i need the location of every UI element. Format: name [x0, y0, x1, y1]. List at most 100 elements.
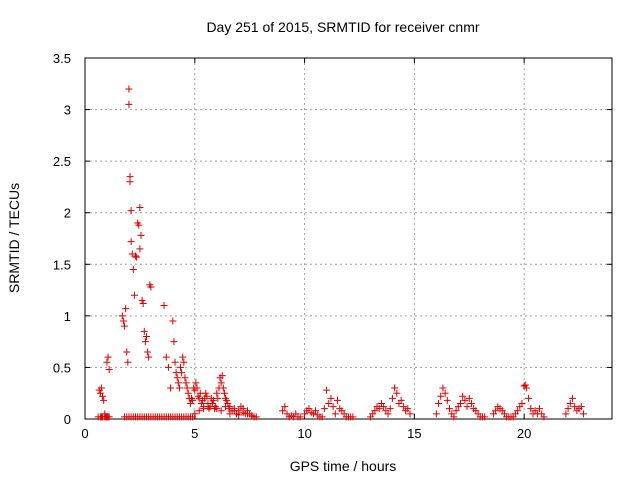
data-point [522, 384, 530, 392]
data-point [281, 403, 289, 411]
data-point [279, 407, 287, 415]
data-point [230, 407, 238, 415]
data-point [331, 410, 339, 418]
data-point [235, 411, 243, 419]
data-point [334, 396, 342, 404]
data-point [239, 409, 247, 417]
data-point [164, 363, 172, 371]
data-point [432, 410, 440, 418]
data-point [226, 410, 234, 418]
data-point [99, 392, 107, 400]
data-point [135, 221, 143, 229]
data-point [178, 369, 186, 377]
y-tick-label: 2.5 [53, 154, 71, 169]
data-point [397, 396, 405, 404]
data-point [384, 410, 392, 418]
x-axis-label: GPS time / hours [290, 458, 397, 474]
data-point [217, 379, 225, 387]
y-tick-label: 1.5 [53, 257, 71, 272]
data-point [144, 348, 152, 356]
data-point [443, 396, 451, 404]
data-point [562, 410, 570, 418]
data-point [179, 353, 187, 361]
ticks-layer: 0 5 10 15 20 0 0.5 1 1.5 2 2.5 3 3.5 [53, 51, 612, 441]
data-point [577, 403, 585, 411]
data-point [213, 389, 221, 397]
data-point [125, 100, 133, 108]
data-point [160, 302, 168, 310]
data-point [459, 392, 467, 400]
data-point [125, 85, 133, 93]
data-point [137, 231, 145, 239]
data-point [296, 413, 304, 421]
data-point [521, 381, 529, 389]
data-point [126, 178, 134, 186]
chart-title: Day 251 of 2015, SRMTID for receiver cnm… [206, 19, 479, 35]
data-point [540, 413, 548, 421]
data-point [450, 413, 458, 421]
data-point [467, 400, 475, 408]
data-point [97, 384, 105, 392]
data-point [213, 405, 221, 413]
data-point [145, 353, 153, 361]
data-point [100, 396, 108, 404]
data-point [122, 305, 130, 313]
data-point [141, 338, 149, 346]
data-point [138, 296, 146, 304]
y-tick-label: 0.5 [53, 360, 71, 375]
data-point [393, 389, 401, 397]
data-point [325, 400, 333, 408]
data-point [492, 407, 500, 415]
data-point [318, 413, 326, 421]
data-point [123, 348, 131, 356]
data-point [248, 412, 256, 420]
data-point [173, 374, 181, 382]
data-point [435, 400, 443, 408]
y-tick-label: 3.5 [53, 51, 71, 66]
data-point [202, 389, 210, 397]
data-point [514, 407, 522, 415]
data-point [200, 405, 208, 413]
data-point [167, 384, 175, 392]
data-point [386, 405, 394, 413]
data-point [446, 405, 454, 413]
data-point [209, 396, 217, 404]
data-point [452, 407, 460, 415]
data-point [127, 207, 135, 215]
data-point [105, 413, 113, 421]
data-point [214, 394, 222, 402]
data-point [568, 394, 576, 402]
data-point [208, 400, 216, 408]
x-tick-label: 5 [191, 426, 198, 441]
data-point [192, 379, 200, 387]
data-point [183, 384, 191, 392]
data-point [456, 400, 464, 408]
data-point [189, 396, 197, 404]
data-point [406, 410, 414, 418]
y-tick-label: 1 [64, 309, 71, 324]
data-point [181, 374, 189, 382]
data-point [118, 312, 126, 320]
y-tick-label: 3 [64, 103, 71, 118]
data-point [329, 403, 337, 411]
data-point [191, 410, 199, 418]
data-point [439, 384, 447, 392]
data-point [171, 358, 179, 366]
data-point [169, 317, 177, 325]
data-point [463, 403, 471, 411]
data-point [136, 245, 144, 253]
data-point [481, 413, 489, 421]
data-point [136, 204, 144, 212]
data-point [147, 283, 155, 291]
y-axis-label: SRMTID / TECUs [6, 183, 22, 293]
data-point [566, 400, 574, 408]
x-tick-label: 10 [297, 426, 311, 441]
data-point [404, 405, 412, 413]
data-point [252, 413, 260, 421]
x-tick-label: 15 [407, 426, 421, 441]
data-point [103, 358, 111, 366]
data-point [204, 403, 212, 411]
data-point [174, 379, 182, 387]
data-point [121, 322, 129, 330]
